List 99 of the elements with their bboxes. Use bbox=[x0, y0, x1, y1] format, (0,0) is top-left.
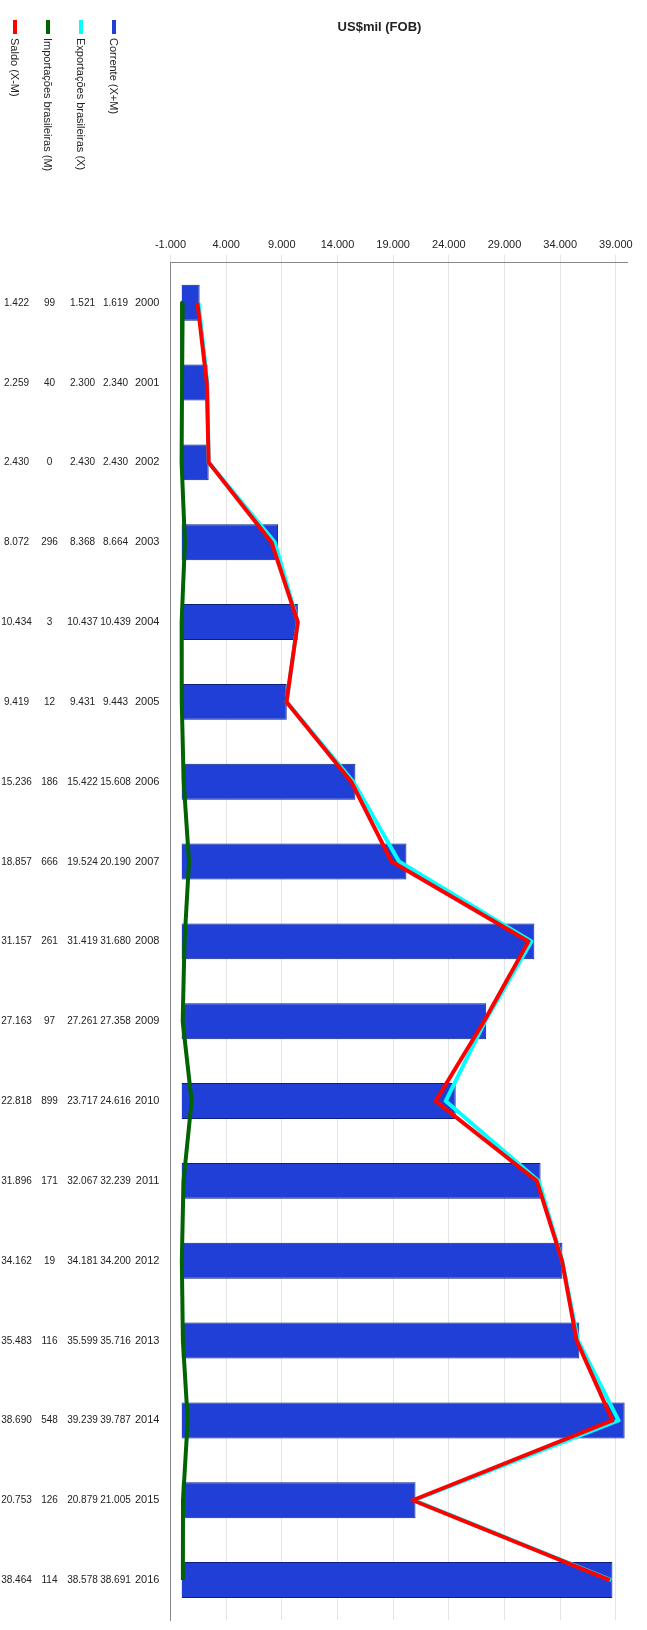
y-tick-label: 2013 bbox=[134, 1333, 160, 1346]
data-label: 899 bbox=[40, 1095, 59, 1107]
data-label: 23.717 bbox=[66, 1095, 99, 1107]
data-label: 38.690 bbox=[0, 1414, 33, 1426]
x-tick-label: 9.000 bbox=[268, 238, 296, 251]
data-label: 38.464 bbox=[0, 1574, 33, 1586]
y-tick-label: 2008 bbox=[134, 934, 160, 947]
y-tick-label: 2016 bbox=[134, 1573, 160, 1586]
x-tick-label: 14.000 bbox=[320, 238, 355, 251]
data-label: 99 bbox=[42, 296, 57, 308]
data-label: 2.340 bbox=[102, 376, 129, 388]
data-label: 40 bbox=[42, 376, 57, 388]
x-tick-label: 4.000 bbox=[212, 238, 240, 251]
data-label: 8.368 bbox=[69, 536, 96, 548]
data-label: 35.483 bbox=[0, 1334, 33, 1346]
data-label: 3 bbox=[45, 616, 54, 628]
x-tick-label: 24.000 bbox=[432, 238, 466, 251]
data-label: 27.163 bbox=[0, 1015, 33, 1027]
legend-label: Exportações brasileiras (X) bbox=[75, 38, 87, 171]
data-label: 15.422 bbox=[66, 775, 99, 787]
data-label: 9.419 bbox=[3, 695, 30, 707]
data-label: 8.072 bbox=[3, 536, 30, 548]
data-label: 34.200 bbox=[99, 1254, 132, 1266]
y-tick-label: 2000 bbox=[134, 295, 160, 308]
data-label: 20.753 bbox=[0, 1494, 33, 1506]
data-label: 22.818 bbox=[0, 1095, 33, 1107]
data-label: 20.190 bbox=[99, 855, 132, 867]
y-tick-label: 2011 bbox=[135, 1173, 160, 1186]
data-label: 97 bbox=[42, 1015, 57, 1027]
data-label: 10.439 bbox=[99, 616, 132, 628]
data-label: 8.664 bbox=[102, 536, 129, 548]
legend-label: Corrente (X+M) bbox=[108, 38, 120, 115]
data-label: 38.578 bbox=[66, 1574, 99, 1586]
legend-label: Saldo (X-M) bbox=[9, 38, 21, 97]
data-label: 171 bbox=[40, 1174, 59, 1186]
data-label: 31.419 bbox=[66, 935, 99, 947]
data-label: 31.896 bbox=[0, 1174, 33, 1186]
data-label: 296 bbox=[40, 536, 59, 548]
data-label: 19 bbox=[42, 1254, 57, 1266]
data-label: 32.239 bbox=[99, 1174, 132, 1186]
y-tick-label: 2002 bbox=[134, 455, 160, 468]
data-label: 10.437 bbox=[66, 616, 99, 628]
data-label: 10.434 bbox=[0, 616, 33, 628]
x-tick-label: 39.000 bbox=[599, 238, 633, 251]
data-label: 666 bbox=[40, 855, 59, 867]
data-label: 2.430 bbox=[3, 456, 30, 468]
data-label: 114 bbox=[40, 1574, 59, 1586]
y-tick-label: 2004 bbox=[134, 615, 160, 628]
data-label: 27.261 bbox=[66, 1015, 99, 1027]
data-label: 35.599 bbox=[66, 1334, 99, 1346]
data-label: 186 bbox=[40, 775, 59, 787]
data-label: 27.358 bbox=[99, 1015, 132, 1027]
data-label: 20.879 bbox=[66, 1494, 99, 1506]
y-tick-label: 2007 bbox=[134, 854, 160, 867]
data-label: 0 bbox=[45, 456, 54, 468]
data-label: 12 bbox=[42, 695, 57, 707]
x-tick-label: -1.000 bbox=[154, 238, 187, 251]
x-tick-label: 29.000 bbox=[487, 238, 522, 251]
x-tick-label: 19.000 bbox=[376, 238, 410, 251]
legend-label: Importações brasileiras (M) bbox=[42, 38, 54, 172]
y-tick-label: 2015 bbox=[134, 1493, 160, 1506]
data-label: 32.067 bbox=[66, 1174, 99, 1186]
data-label: 38.691 bbox=[99, 1574, 132, 1586]
data-label: 2.259 bbox=[3, 376, 30, 388]
chart-title: US$mil (FOB) bbox=[337, 19, 422, 35]
y-tick-label: 2010 bbox=[134, 1094, 160, 1107]
y-tick-label: 2001 bbox=[134, 375, 160, 388]
data-label: 39.787 bbox=[99, 1414, 132, 1426]
data-label: 15.236 bbox=[0, 775, 33, 787]
data-label: 35.716 bbox=[99, 1334, 132, 1346]
data-label: 9.431 bbox=[69, 695, 96, 707]
data-label: 24.616 bbox=[99, 1095, 132, 1107]
data-label: 2.430 bbox=[69, 456, 96, 468]
data-label: 126 bbox=[40, 1494, 59, 1506]
x-tick-label: 34.000 bbox=[543, 238, 578, 251]
data-label: 1.521 bbox=[69, 296, 96, 308]
data-label: 34.162 bbox=[0, 1254, 33, 1266]
data-label: 21.005 bbox=[99, 1494, 132, 1506]
y-tick-label: 2009 bbox=[134, 1014, 160, 1027]
y-tick-label: 2012 bbox=[134, 1253, 160, 1266]
y-tick-label: 2006 bbox=[134, 774, 160, 787]
y-tick-label: 2005 bbox=[134, 694, 160, 707]
data-label: 1.422 bbox=[3, 296, 30, 308]
data-label: 548 bbox=[40, 1414, 59, 1426]
data-label: 2.430 bbox=[102, 456, 129, 468]
data-label: 15.608 bbox=[99, 775, 132, 787]
data-label: 39.239 bbox=[66, 1414, 99, 1426]
data-label: 116 bbox=[40, 1334, 59, 1346]
data-label: 19.524 bbox=[66, 855, 99, 867]
data-label: 34.181 bbox=[66, 1254, 99, 1266]
data-label: 1.619 bbox=[102, 296, 129, 308]
data-label: 261 bbox=[40, 935, 59, 947]
y-tick-label: 2014 bbox=[134, 1413, 160, 1426]
data-label: 18.857 bbox=[0, 855, 33, 867]
data-label: 9.443 bbox=[102, 695, 129, 707]
data-label: 2.300 bbox=[69, 376, 96, 388]
data-label: 31.157 bbox=[0, 935, 33, 947]
data-label: 31.680 bbox=[99, 935, 132, 947]
y-tick-label: 2003 bbox=[134, 535, 160, 548]
